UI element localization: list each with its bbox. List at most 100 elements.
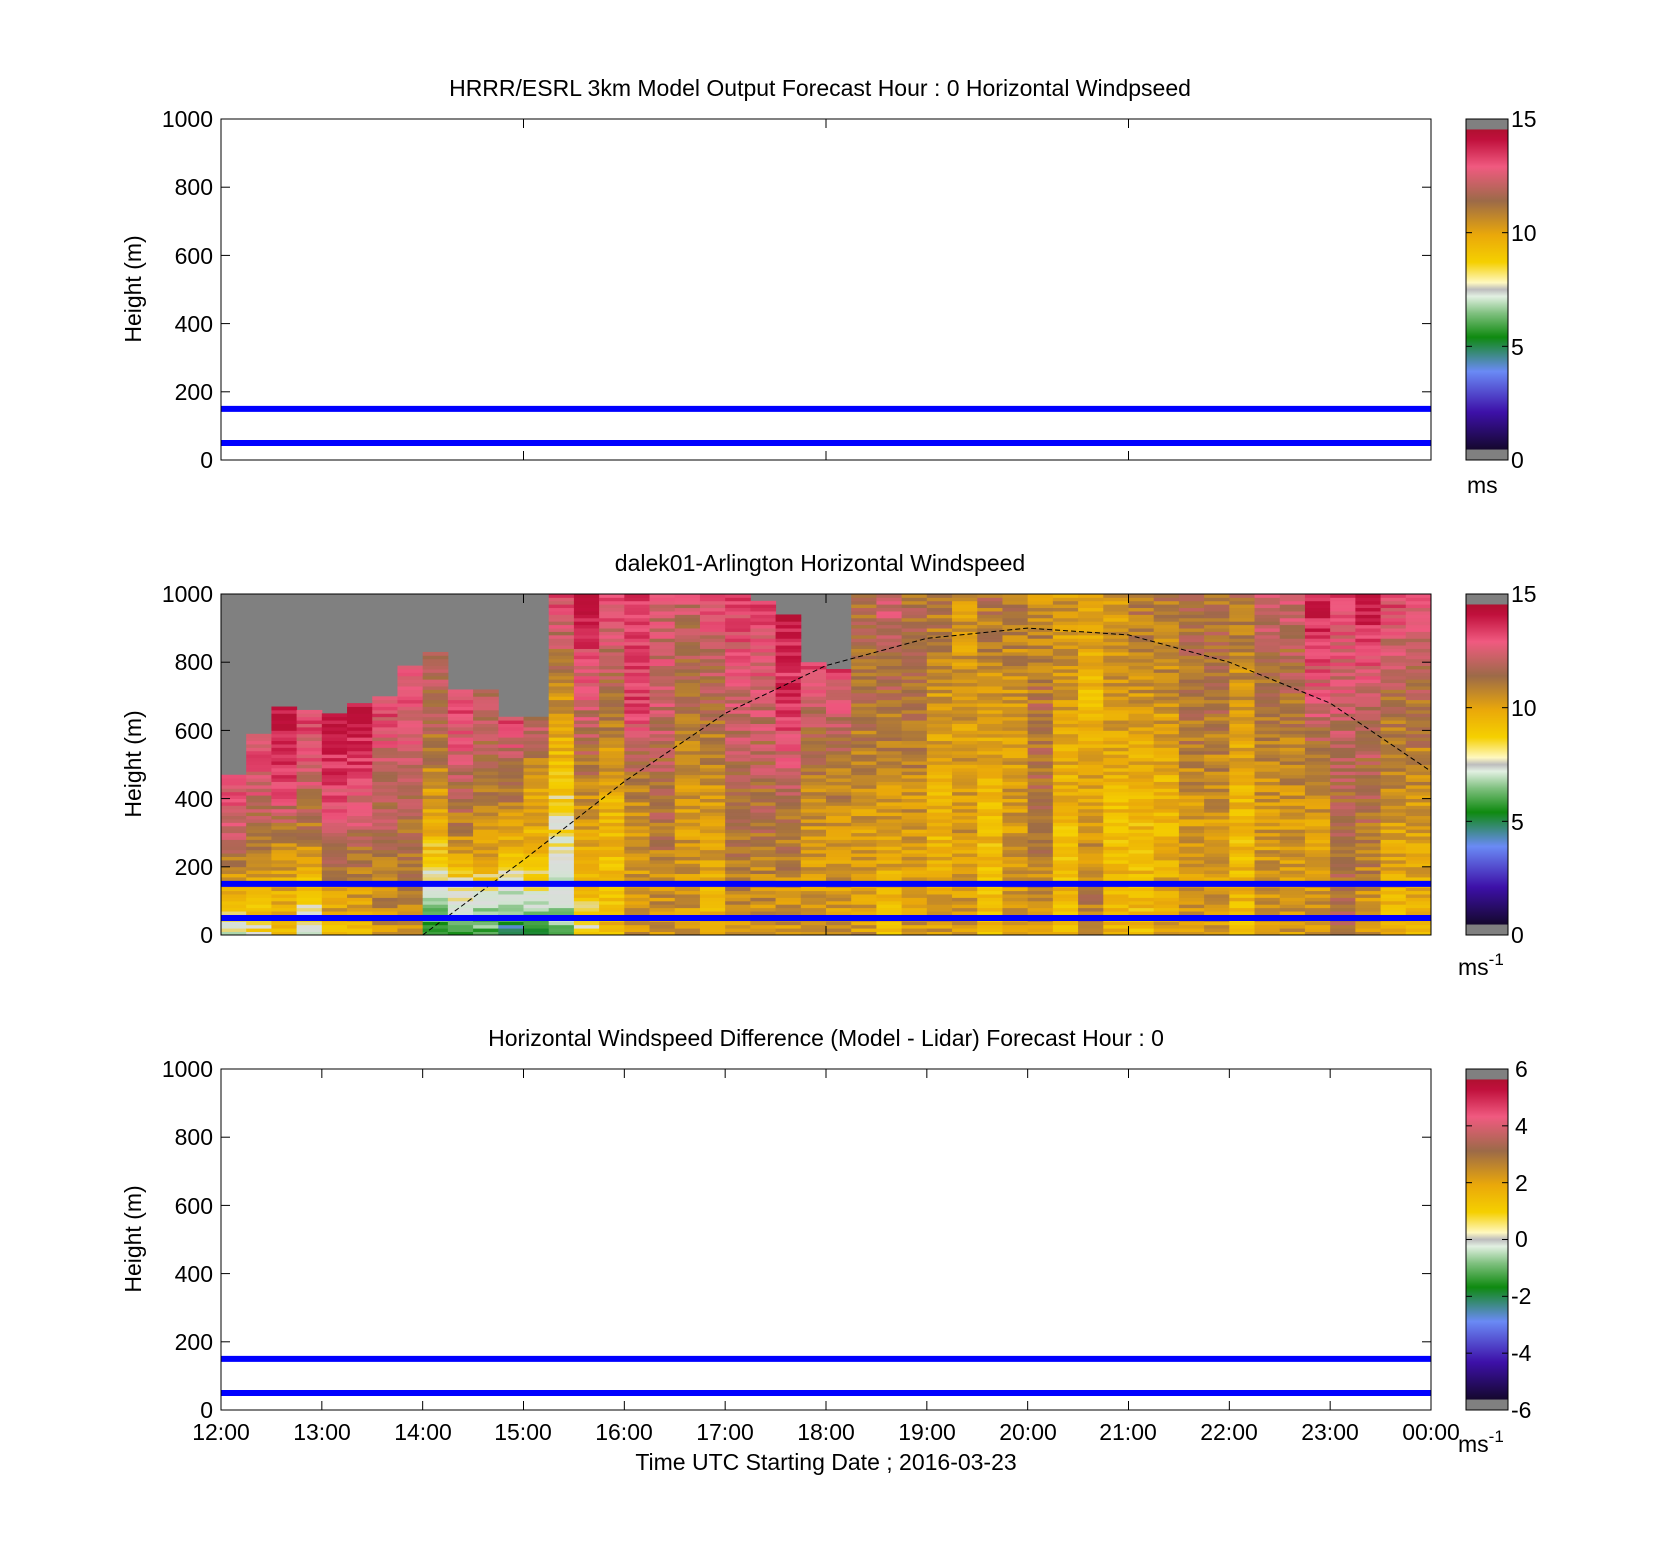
heatmap-cell — [851, 842, 877, 847]
heatmap-cell — [1178, 679, 1205, 684]
heatmap-cell — [1330, 873, 1356, 878]
heatmap-cell — [599, 781, 625, 786]
heatmap-cell — [1229, 849, 1256, 854]
heatmap-cell — [674, 658, 701, 663]
heatmap-cell — [1254, 740, 1281, 745]
heatmap-cell — [1254, 641, 1281, 646]
heatmap-cell — [1330, 832, 1356, 837]
heatmap-cell — [1002, 744, 1029, 748]
colorbar-tick-label: 4 — [1515, 1113, 1528, 1139]
heatmap-cell — [1052, 648, 1079, 653]
heatmap-cell — [926, 611, 953, 615]
heatmap-cell — [977, 628, 1003, 632]
heatmap-cell — [649, 849, 676, 854]
heatmap-cell — [1330, 716, 1356, 721]
heatmap-cell — [1027, 771, 1054, 776]
heatmap-cell — [397, 733, 424, 738]
heatmap-cell — [1229, 839, 1256, 844]
heatmap-cell — [498, 856, 524, 861]
heatmap-cell — [1052, 825, 1079, 830]
heatmap-cell — [1204, 921, 1230, 926]
heatmap-cell — [1355, 747, 1382, 752]
heatmap-cell — [1178, 924, 1205, 929]
heatmap-cell — [775, 890, 802, 895]
heatmap-cell — [876, 887, 903, 892]
heatmap-cell — [649, 730, 676, 735]
heatmap-cell — [649, 641, 676, 646]
heatmap-cell — [952, 767, 978, 772]
heatmap-cell — [1380, 689, 1407, 694]
heatmap-cell — [321, 897, 348, 902]
heatmap-cell — [1380, 808, 1407, 813]
heatmap-cell — [246, 812, 272, 817]
heatmap-cell — [977, 699, 1003, 704]
heatmap-cell — [1380, 706, 1407, 711]
heatmap-cell — [573, 747, 600, 752]
heatmap-cell — [1078, 921, 1104, 926]
heatmap-cell — [800, 873, 827, 878]
heatmap-cell — [523, 894, 550, 898]
heatmap-cell — [952, 846, 978, 851]
heatmap-cell — [1254, 607, 1281, 612]
heatmap-cell — [1103, 648, 1129, 653]
heatmap-cell — [1229, 870, 1256, 875]
heatmap-cell — [548, 665, 575, 670]
heatmap-cell — [1178, 740, 1205, 745]
heatmap-cell — [221, 839, 247, 844]
heatmap-cell — [321, 832, 348, 837]
heatmap-cell — [1254, 723, 1281, 728]
heatmap-cell — [1078, 802, 1104, 806]
heatmap-cell — [750, 764, 777, 769]
heatmap-cell — [851, 651, 877, 656]
heatmap-cell — [296, 863, 323, 868]
heatmap-cell — [901, 730, 928, 735]
heatmap-cell — [952, 669, 978, 673]
heatmap-cell — [977, 679, 1003, 684]
heatmap-cell — [876, 709, 903, 714]
heatmap-cell — [800, 771, 827, 776]
heatmap-cell — [624, 805, 651, 810]
heatmap-cell — [548, 611, 575, 615]
heatmap-cell — [901, 928, 928, 932]
heatmap-cell — [1254, 686, 1281, 690]
heatmap-cell — [699, 679, 726, 684]
heatmap-cell — [876, 890, 903, 895]
heatmap-cell — [1330, 866, 1356, 871]
heatmap-cell — [800, 815, 827, 820]
heatmap-cell — [1027, 829, 1054, 834]
heatmap-cell — [347, 730, 373, 735]
heatmap-cell — [876, 658, 903, 663]
heatmap-cell — [1405, 788, 1432, 793]
heatmap-cell — [573, 634, 600, 639]
heatmap-cell — [800, 836, 827, 840]
heatmap-cell — [1204, 726, 1230, 731]
heatmap-cell — [674, 911, 701, 915]
heatmap-cell — [523, 904, 550, 909]
heatmap-cell — [296, 723, 323, 728]
heatmap-cell — [1405, 614, 1432, 619]
heatmap-cell — [1178, 604, 1205, 609]
heatmap-cell — [573, 877, 600, 881]
heatmap-cell — [1178, 682, 1205, 687]
heatmap-cell — [1178, 887, 1205, 892]
heatmap-cell — [321, 744, 348, 748]
heatmap-cell — [1254, 795, 1281, 799]
heatmap-cell — [750, 836, 777, 840]
heatmap-cell — [221, 924, 247, 929]
heatmap-cell — [1405, 594, 1432, 598]
heatmap-cell — [926, 829, 953, 834]
heatmap-cell — [422, 696, 449, 701]
heatmap-cell — [1330, 679, 1356, 684]
heatmap-cell — [1380, 597, 1407, 602]
heatmap-cell — [901, 931, 928, 936]
heatmap-cell — [397, 665, 424, 670]
heatmap-cell — [952, 784, 978, 789]
heatmap-cell — [851, 631, 877, 636]
heatmap-cell — [447, 771, 474, 776]
heatmap-cell — [725, 692, 751, 697]
heatmap-cell — [699, 621, 726, 626]
heatmap-cell — [271, 894, 298, 898]
heatmap-cell — [372, 757, 398, 762]
heatmap-cell — [1027, 819, 1054, 823]
heatmap-cell — [1153, 617, 1180, 622]
